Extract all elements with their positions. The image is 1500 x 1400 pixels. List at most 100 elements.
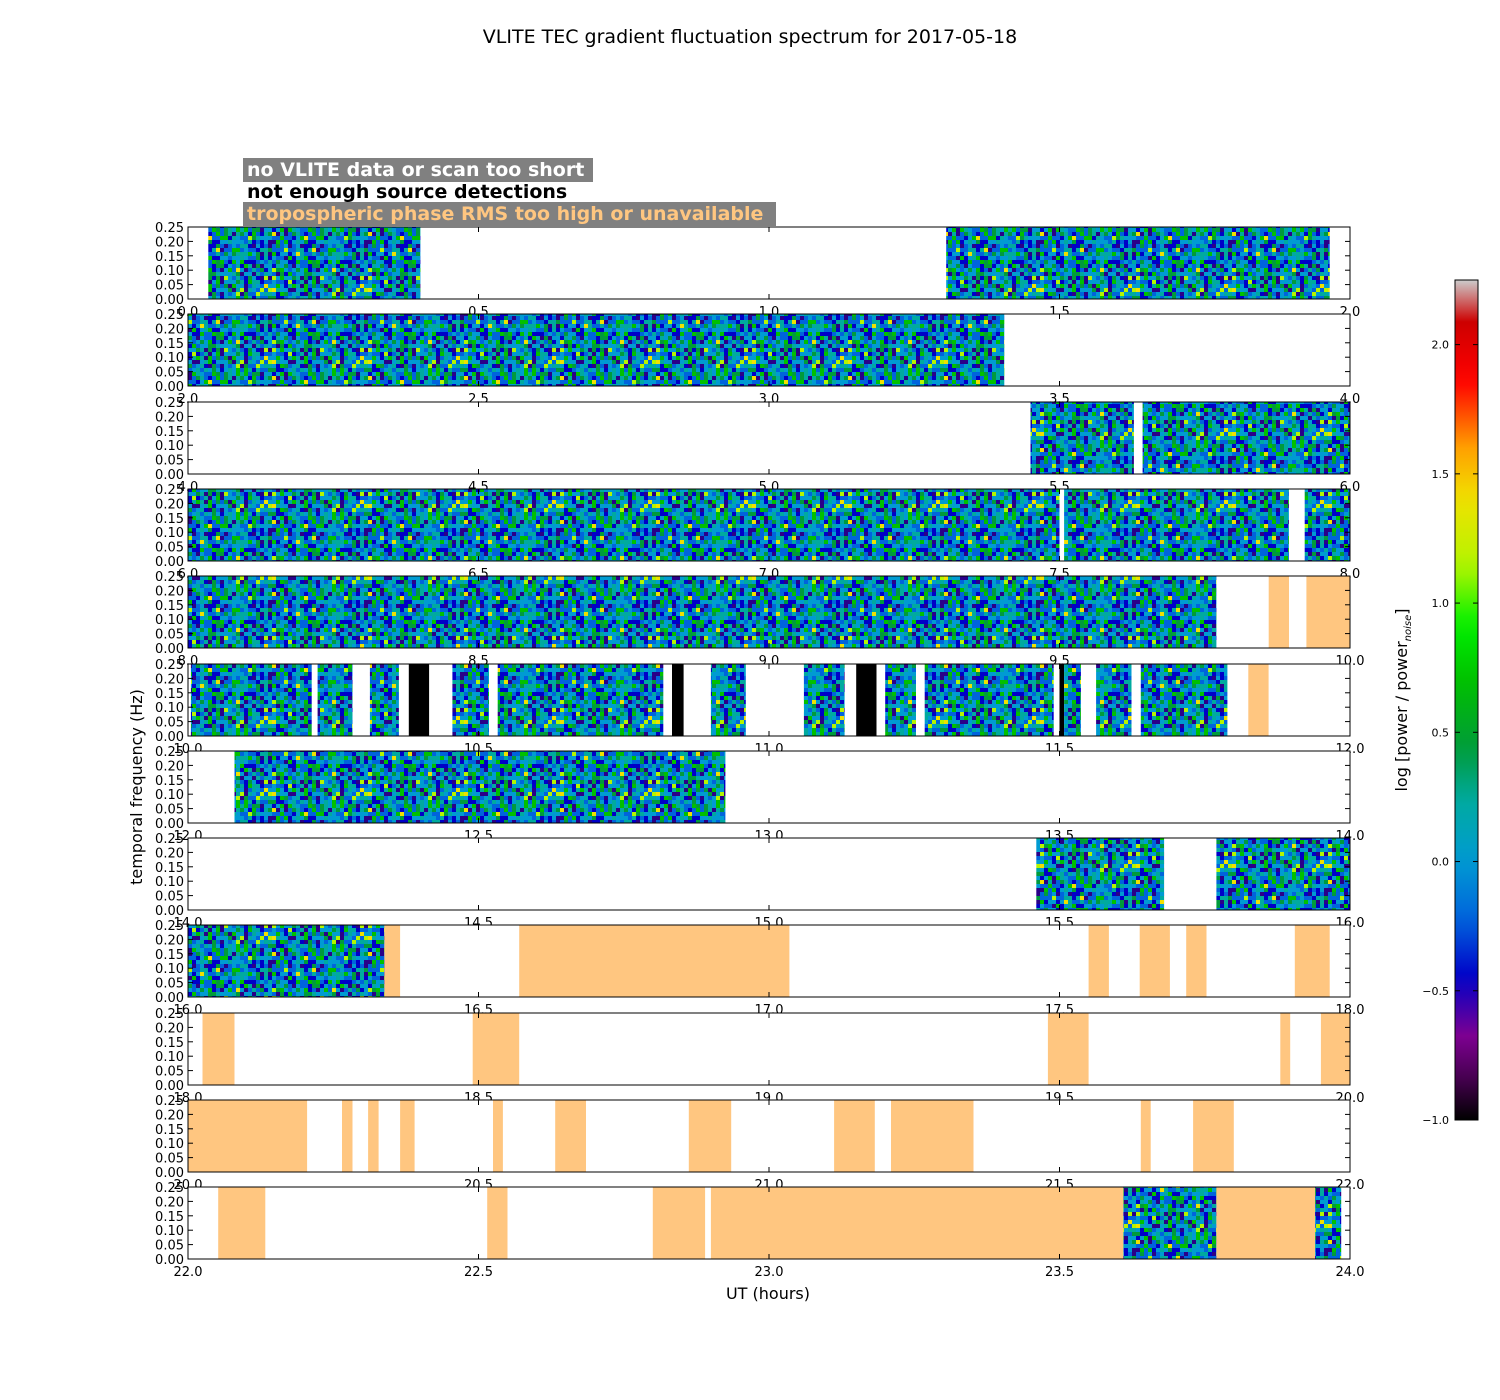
y-tick-label: 0.00 [155, 555, 184, 570]
y-tick-label: 0.10 [155, 1137, 184, 1152]
segment-troposphere [493, 1100, 503, 1172]
x-tick-label: 23.0 [755, 1265, 784, 1280]
colorbar-tick-label: 1.5 [1432, 468, 1450, 481]
y-tick-label: 0.20 [155, 410, 184, 425]
y-tick-label: 0.15 [155, 425, 184, 440]
segment-troposphere [1140, 1100, 1151, 1172]
segment-data [497, 664, 664, 736]
y-tick-label: 0.20 [155, 933, 184, 948]
y-tick-label: 0.20 [155, 1021, 184, 1036]
y-tick-label: 0.10 [155, 701, 184, 716]
y-tick-label: 0.00 [155, 293, 184, 308]
y-tick-label: 0.15 [155, 774, 184, 789]
y-tick-label: 0.25 [155, 1007, 184, 1022]
y-tick-label: 0.00 [155, 1253, 184, 1268]
segment-troposphere [218, 1187, 266, 1259]
x-tick-label: 24.0 [1336, 1265, 1365, 1280]
y-tick-label: 0.20 [155, 672, 184, 687]
y-tick-label: 0.25 [155, 919, 184, 934]
segment-data [317, 664, 353, 736]
y-tick-label: 0.20 [155, 235, 184, 250]
segment-data [1315, 1187, 1342, 1259]
y-tick-label: 0.25 [155, 570, 184, 585]
y-tick-label: 0.05 [155, 1152, 184, 1167]
chart-title: VLITE TEC gradient fluctuation spectrum … [483, 26, 1017, 48]
segment-troposphere [519, 925, 790, 997]
panel-4: 0.000.050.100.150.200.256.0 6.5 7.0 7.5 8.0 [155, 483, 1360, 582]
segment-troposphere [1193, 1100, 1234, 1172]
y-tick-label: 0.25 [155, 658, 184, 673]
panel-5: 0.000.050.100.150.200.258.0 8.5 9.0 9.5 10.0 [155, 570, 1364, 669]
segment-troposphere [1320, 1013, 1350, 1085]
segment-data [1140, 664, 1228, 736]
y-tick-label: 0.10 [155, 526, 184, 541]
segment-troposphere [555, 1100, 586, 1172]
segment-data [188, 925, 385, 997]
segment-troposphere [487, 1187, 508, 1259]
x-axis-label: UT (hours) [726, 1284, 810, 1303]
y-tick-label: 0.25 [155, 1094, 184, 1109]
y-tick-label: 0.25 [155, 396, 184, 411]
segment-data [803, 664, 845, 736]
segment-data [234, 751, 726, 823]
y-tick-label: 0.05 [155, 890, 184, 905]
colorbar-tick-label: 0.5 [1432, 726, 1450, 739]
y-tick-label: 0.05 [155, 279, 184, 294]
y-tick-label: 0.10 [155, 1224, 184, 1239]
segment-troposphere [688, 1100, 732, 1172]
y-tick-label: 0.00 [155, 817, 184, 832]
legend-box-no-detections [243, 182, 576, 204]
segment-data [1064, 664, 1081, 736]
y-tick-label: 0.20 [155, 846, 184, 861]
y-tick-label: 0.00 [155, 642, 184, 657]
segment-troposphere [1139, 925, 1170, 997]
y-tick-label: 0.20 [155, 497, 184, 512]
legend-entry-troposphere: tropospheric phase RMS too high or unava… [247, 203, 763, 225]
colorbar-label: log [power / powernoise] [1392, 608, 1414, 791]
segment-troposphere [342, 1100, 353, 1172]
x-tick-label: 22.5 [464, 1265, 493, 1280]
segment-troposphere [1280, 1013, 1291, 1085]
colorbar-label-sub: noise [1403, 615, 1414, 642]
segment-troposphere [368, 1100, 379, 1172]
x-tick-label: 22.0 [174, 1265, 203, 1280]
segment-data [208, 227, 421, 299]
y-tick-label: 0.10 [155, 439, 184, 454]
legend-box-no-data [243, 158, 593, 182]
y-tick-label: 0.00 [155, 1079, 184, 1094]
segment-data [1123, 1187, 1217, 1259]
segment-troposphere [1306, 576, 1350, 648]
y-axis-label: temporal frequency (Hz) [127, 689, 146, 885]
y-tick-label: 0.25 [155, 483, 184, 498]
segment-troposphere [1268, 576, 1289, 648]
y-tick-label: 0.15 [155, 512, 184, 527]
colorbar-gradient [1454, 279, 1479, 1121]
colorbar-label-end: ] [1392, 608, 1411, 614]
y-tick-label: 0.00 [155, 730, 184, 745]
y-tick-label: 0.25 [155, 308, 184, 323]
panel-2: 0.000.050.100.150.200.252.0 2.5 3.0 3.5 4.0 [155, 308, 1360, 407]
segment-data [1096, 664, 1132, 736]
y-tick-label: 0.05 [155, 628, 184, 643]
segment-data [1030, 402, 1134, 474]
segment-data [369, 664, 399, 736]
colorbar-tick-label: 0.0 [1432, 856, 1450, 869]
segment-troposphere [1088, 925, 1109, 997]
y-tick-label: 0.10 [155, 264, 184, 279]
y-tick-label: 0.05 [155, 1065, 184, 1080]
colorbar-tick-label: 1.0 [1432, 597, 1450, 610]
y-tick-label: 0.05 [155, 803, 184, 818]
segment-data [946, 227, 1330, 299]
colorbar-label-main: log [power / power [1392, 641, 1411, 792]
segment-data [188, 489, 1060, 561]
segment-data [885, 664, 916, 736]
y-tick-label: 0.15 [155, 250, 184, 265]
segment-troposphere [1248, 664, 1269, 736]
y-tick-label: 0.00 [155, 904, 184, 919]
segment-data [188, 314, 1005, 386]
panel-1: 0.000.050.100.150.200.250.0 0.5 1.0 1.5 2.0 [155, 221, 1360, 320]
